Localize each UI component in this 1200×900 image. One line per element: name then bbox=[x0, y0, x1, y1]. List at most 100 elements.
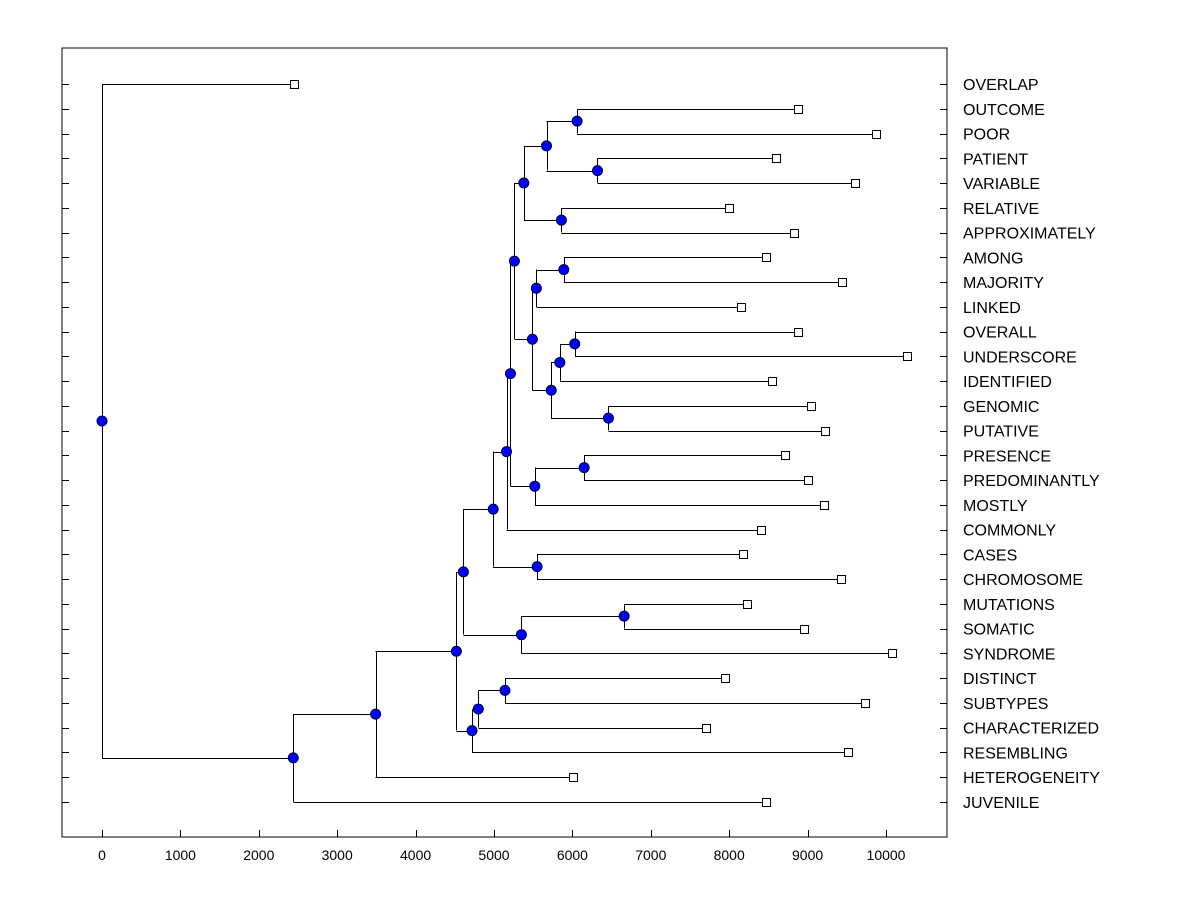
cluster-node bbox=[545, 384, 557, 396]
x-tick-label: 0 bbox=[98, 847, 106, 863]
leaf-markers bbox=[290, 80, 912, 807]
cluster-node bbox=[602, 412, 614, 424]
leaf-label: DISTINCT bbox=[963, 671, 1037, 688]
cluster-node bbox=[499, 684, 511, 696]
leaf-marker bbox=[772, 154, 781, 163]
cluster-node bbox=[541, 140, 553, 152]
left-tick-marks bbox=[62, 84, 69, 803]
x-tick-label: 3000 bbox=[322, 847, 353, 863]
leaf-label: RESEMBLING bbox=[963, 745, 1068, 762]
x-tick-label: 4000 bbox=[400, 847, 431, 863]
cluster-node bbox=[501, 446, 513, 458]
cluster-node bbox=[530, 282, 542, 294]
leaf-marker bbox=[837, 575, 846, 584]
leaf-marker bbox=[861, 699, 870, 708]
leaf-label: PUTATIVE bbox=[963, 424, 1039, 441]
leaf-marker bbox=[290, 80, 299, 89]
cluster-node bbox=[531, 561, 543, 573]
x-tick-label: 6000 bbox=[557, 847, 588, 863]
leaf-label: SYNDROME bbox=[963, 646, 1055, 663]
leaf-marker bbox=[820, 501, 829, 510]
cluster-node bbox=[526, 333, 538, 345]
leaf-label: SOMATIC bbox=[963, 622, 1035, 639]
leaf-label: COMMONLY bbox=[963, 523, 1056, 540]
x-tick-label: 10000 bbox=[867, 847, 906, 863]
cluster-node bbox=[466, 725, 478, 737]
leaf-marker bbox=[762, 798, 771, 807]
leaf-marker bbox=[762, 253, 771, 262]
cluster-node bbox=[558, 264, 570, 276]
leaf-marker bbox=[790, 229, 799, 238]
leaf-marker bbox=[702, 724, 711, 733]
x-tick-label: 1000 bbox=[165, 847, 196, 863]
cluster-node bbox=[571, 115, 583, 127]
leaf-label: AMONG bbox=[963, 250, 1023, 267]
x-tick-label: 5000 bbox=[478, 847, 509, 863]
leaf-label: CHROMOSOME bbox=[963, 572, 1083, 589]
leaf-marker bbox=[807, 402, 816, 411]
leaf-marker bbox=[743, 600, 752, 609]
cluster-node bbox=[508, 255, 520, 267]
leaf-marker bbox=[804, 476, 813, 485]
cluster-node bbox=[591, 165, 603, 177]
x-tick-label: 9000 bbox=[792, 847, 823, 863]
leaf-marker bbox=[821, 427, 830, 436]
leaf-marker bbox=[768, 377, 777, 386]
x-tick-label: 8000 bbox=[714, 847, 745, 863]
cluster-node bbox=[529, 480, 541, 492]
plot-frame bbox=[61, 47, 948, 838]
cluster-node bbox=[569, 338, 581, 350]
leaf-marker bbox=[781, 451, 790, 460]
leaf-label: CASES bbox=[963, 547, 1017, 564]
x-tick-label: 7000 bbox=[635, 847, 666, 863]
leaf-label: SUBTYPES bbox=[963, 696, 1048, 713]
leaf-label: LINKED bbox=[963, 300, 1021, 317]
leaf-label: MOSTLY bbox=[963, 498, 1028, 515]
leaf-marker bbox=[569, 773, 578, 782]
leaf-label: GENOMIC bbox=[963, 399, 1039, 416]
leaf-marker bbox=[800, 625, 809, 634]
leaf-label: PREDOMINANTLY bbox=[963, 473, 1100, 490]
leaf-label: HETEROGENEITY bbox=[963, 770, 1100, 787]
cluster-node bbox=[515, 629, 527, 641]
leaf-labels: OVERLAP OUTCOME POOR PATIENT VARIABLE RELATIV… bbox=[963, 77, 1100, 812]
leaf-label: OVERLAP bbox=[963, 77, 1039, 94]
leaf-label: APPROXIMATELY bbox=[963, 226, 1096, 243]
x-tick-label: 2000 bbox=[243, 847, 274, 863]
node-markers bbox=[96, 115, 630, 764]
cluster-node bbox=[555, 214, 567, 226]
leaf-marker bbox=[903, 352, 912, 361]
leaf-label: PRESENCE bbox=[963, 448, 1051, 465]
leaf-label: OVERALL bbox=[963, 325, 1037, 342]
leaf-marker bbox=[851, 179, 860, 188]
cluster-node bbox=[554, 356, 566, 368]
leaf-label: MUTATIONS bbox=[963, 597, 1055, 614]
leaf-label: OUTCOME bbox=[963, 102, 1045, 119]
leaf-marker bbox=[844, 748, 853, 757]
leaf-marker bbox=[737, 303, 746, 312]
leaf-marker bbox=[725, 204, 734, 213]
cluster-node bbox=[370, 708, 382, 720]
x-axis-ticks bbox=[102, 830, 887, 837]
leaf-label: RELATIVE bbox=[963, 201, 1039, 218]
cluster-node bbox=[487, 503, 499, 515]
right-tick-marks bbox=[940, 84, 947, 803]
leaf-label: VARIABLE bbox=[963, 176, 1040, 193]
cluster-node bbox=[450, 645, 462, 657]
leaf-marker bbox=[794, 328, 803, 337]
cluster-node bbox=[518, 177, 530, 189]
leaf-marker bbox=[888, 649, 897, 658]
x-tick-labels: 0 1000 2000 3000 4000 5000 6000 7000 8000 9000 100… bbox=[98, 847, 906, 863]
leaf-marker bbox=[872, 130, 881, 139]
leaf-marker bbox=[838, 278, 847, 287]
leaf-marker bbox=[757, 526, 766, 535]
leaf-marker bbox=[721, 674, 730, 683]
leaf-label: IDENTIFIED bbox=[963, 374, 1052, 391]
leaf-marker bbox=[794, 105, 803, 114]
leaf-label: POOR bbox=[963, 127, 1010, 144]
cluster-node bbox=[618, 610, 630, 622]
cluster-node bbox=[472, 703, 484, 715]
cluster-node bbox=[504, 368, 516, 380]
